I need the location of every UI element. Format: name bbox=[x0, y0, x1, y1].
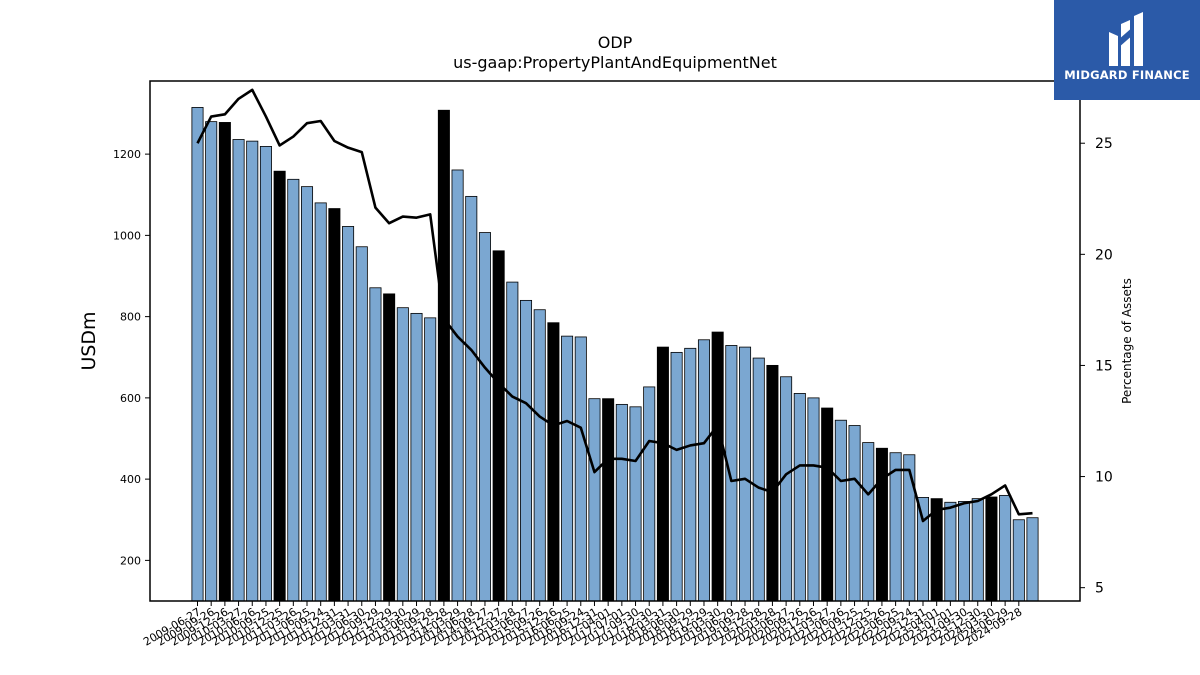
bar bbox=[670, 351, 683, 602]
bar bbox=[259, 146, 272, 602]
bar bbox=[697, 339, 710, 602]
bar bbox=[232, 139, 245, 602]
bar bbox=[588, 398, 601, 602]
bar bbox=[314, 202, 327, 602]
y2-tick-label: 20 bbox=[1095, 247, 1113, 263]
bar bbox=[615, 403, 628, 602]
y-tick-label: 400 bbox=[120, 473, 141, 486]
y2-tick-label: 10 bbox=[1095, 470, 1113, 486]
bar bbox=[999, 494, 1012, 602]
y-tick-label: 600 bbox=[120, 392, 141, 405]
bar bbox=[752, 357, 765, 602]
bar bbox=[629, 406, 642, 602]
bar bbox=[424, 317, 437, 602]
chart-title: ODP bbox=[598, 33, 633, 52]
bar bbox=[807, 397, 820, 602]
bar bbox=[492, 250, 505, 602]
bar bbox=[656, 346, 669, 602]
bar bbox=[561, 335, 574, 602]
bar bbox=[300, 186, 314, 602]
bar bbox=[533, 309, 546, 602]
bar bbox=[451, 169, 464, 602]
x-axis: 2009-06-272009-09-262009-12-262010-03-27… bbox=[141, 601, 1024, 649]
y-axis-right: 5 10 15 20 25 bbox=[1080, 136, 1113, 597]
bar bbox=[506, 281, 519, 602]
y-tick-label: 800 bbox=[120, 311, 141, 324]
bar bbox=[916, 497, 930, 602]
bar bbox=[246, 140, 259, 602]
bar bbox=[958, 501, 971, 602]
y-axis-label: USDm bbox=[78, 311, 100, 370]
bar bbox=[711, 331, 724, 602]
bar bbox=[739, 346, 752, 602]
bar bbox=[684, 347, 697, 602]
bar bbox=[273, 170, 286, 602]
bar bbox=[396, 307, 409, 602]
bar bbox=[944, 501, 957, 602]
chart-subtitle: us-gaap:PropertyPlantAndEquipmentNet bbox=[453, 53, 777, 72]
bar bbox=[437, 109, 450, 602]
bar bbox=[478, 232, 491, 602]
bar bbox=[834, 419, 847, 602]
bar bbox=[547, 322, 560, 602]
logo-mark-icon bbox=[1109, 12, 1143, 66]
bar bbox=[328, 208, 341, 602]
line-layer bbox=[196, 88, 1033, 523]
bar bbox=[793, 393, 806, 602]
bar bbox=[410, 312, 423, 602]
bar bbox=[971, 498, 984, 602]
brand-logo: MIDGARD FINANCE bbox=[1054, 0, 1200, 100]
y-tick-label: 200 bbox=[120, 554, 141, 567]
y2-tick-label: 5 bbox=[1095, 581, 1104, 597]
bar bbox=[985, 496, 998, 602]
bars-layer bbox=[191, 107, 1039, 602]
bar bbox=[574, 336, 587, 602]
y2-tick-label: 15 bbox=[1095, 358, 1113, 374]
bar bbox=[287, 178, 300, 602]
bar bbox=[766, 364, 779, 602]
bar bbox=[862, 442, 875, 602]
series-line bbox=[196, 88, 1033, 523]
plot-frame bbox=[149, 80, 1081, 602]
bar bbox=[602, 398, 615, 602]
y2-axis-label: Percentage of Assets bbox=[1120, 278, 1134, 404]
y-tick-label: 1200 bbox=[113, 148, 141, 161]
logo-text: MIDGARD FINANCE bbox=[1064, 68, 1190, 82]
bar bbox=[643, 386, 656, 602]
y2-tick-label: 25 bbox=[1095, 136, 1113, 152]
bar bbox=[191, 107, 204, 602]
bar bbox=[903, 454, 916, 602]
bar bbox=[520, 299, 533, 602]
bar bbox=[205, 121, 218, 602]
y-tick-label: 1000 bbox=[113, 229, 141, 242]
bar bbox=[1026, 517, 1039, 602]
bar bbox=[465, 195, 478, 602]
bar bbox=[218, 122, 231, 602]
y-axis-left: 200 400 600 800 1000 1200 bbox=[113, 148, 150, 567]
bar bbox=[369, 287, 382, 602]
bar bbox=[342, 226, 355, 602]
bar bbox=[725, 345, 738, 602]
bar bbox=[889, 452, 902, 602]
bar bbox=[1012, 519, 1025, 602]
bar bbox=[848, 425, 861, 602]
bar bbox=[355, 246, 368, 602]
bar bbox=[821, 407, 834, 602]
bar bbox=[875, 447, 888, 602]
bar bbox=[383, 293, 396, 602]
bar bbox=[780, 376, 793, 602]
